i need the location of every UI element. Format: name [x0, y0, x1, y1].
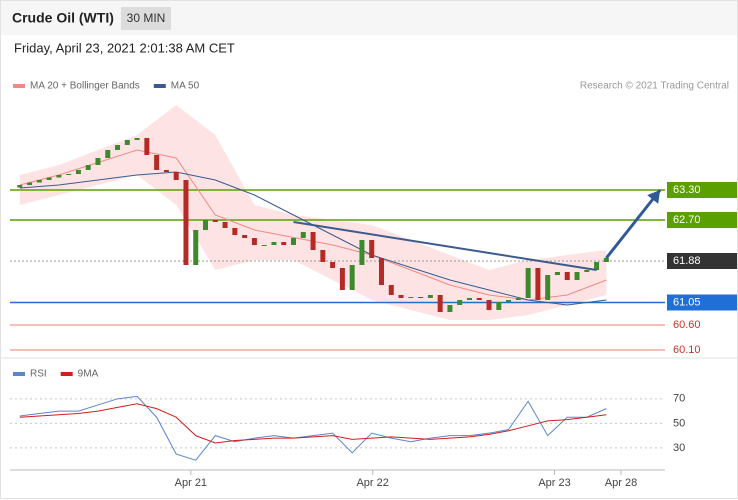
indicator-line: [19, 395, 607, 461]
candle-body: [447, 305, 453, 312]
candle-body: [154, 155, 160, 170]
legend-label: 9MA: [78, 369, 99, 380]
candle-body: [124, 140, 130, 145]
candle-body: [359, 240, 365, 265]
candle-body: [144, 138, 150, 155]
level-label-box: [667, 253, 737, 269]
candle-body: [173, 172, 179, 180]
candle-body: [163, 170, 169, 172]
candle-body: [476, 298, 482, 300]
candle-body: [574, 272, 580, 280]
candle-body: [105, 150, 111, 158]
candle-body: [525, 268, 531, 298]
arrow-line: [605, 189, 662, 259]
level-label: 61.05: [673, 296, 701, 308]
candle-body: [408, 297, 414, 298]
level-label: 62.70: [673, 214, 701, 226]
chart-title: Crude Oil (WTI): [12, 10, 114, 26]
candle-body: [271, 242, 277, 245]
legend-swatch: [153, 84, 166, 88]
legend-swatch: [13, 84, 25, 88]
candle-body: [388, 285, 394, 295]
candle-body: [349, 265, 355, 290]
candle-body: [27, 182, 33, 185]
candle-body: [466, 298, 472, 300]
candle-body: [437, 295, 443, 312]
trend-line: [293, 221, 597, 271]
candle-body: [251, 238, 257, 245]
level-label: 61.88: [673, 255, 701, 267]
level-label-box: [667, 182, 737, 198]
candle-body: [203, 220, 209, 230]
candle-body: [95, 158, 101, 165]
candle-body: [300, 232, 306, 238]
candle-body: [193, 230, 199, 265]
legend-label: RSI: [30, 369, 47, 380]
candle-body: [398, 295, 404, 298]
candle-body: [281, 242, 287, 245]
candle-body: [486, 300, 492, 310]
candle-body: [554, 272, 560, 275]
candle-body: [56, 175, 62, 178]
candle-body: [496, 302, 502, 310]
level-label: 63.30: [673, 184, 701, 196]
candle-body: [232, 228, 238, 235]
candle-body: [17, 185, 23, 188]
candle-body: [564, 272, 570, 280]
bollinger-band: [19, 105, 607, 320]
candle-body: [427, 295, 433, 298]
x-tick-label: Apr 23: [538, 477, 570, 489]
candle-body: [134, 138, 140, 140]
level-label-box: [667, 294, 737, 311]
candle-body: [75, 170, 81, 174]
candle-body: [330, 262, 336, 268]
candle-body: [594, 262, 600, 270]
candle-body: [212, 220, 218, 222]
candle-body: [66, 174, 72, 175]
timeframe-box: [121, 7, 171, 30]
legend-swatch: [60, 372, 73, 376]
subtitle: Friday, April 23, 2021 2:01:38 AM CET: [14, 40, 235, 55]
level-label: 60.10: [673, 344, 701, 356]
x-tick-label: Apr 22: [356, 477, 388, 489]
candle-body: [36, 180, 42, 183]
candle-body: [603, 258, 609, 262]
y-tick-label: 70: [673, 393, 685, 405]
y-tick-label: 50: [673, 417, 685, 429]
timeframe: 30 MIN: [127, 11, 166, 25]
indicator-line: [19, 403, 607, 444]
y-tick-label: 30: [673, 442, 685, 454]
candle-body: [535, 268, 541, 300]
credit: Research © 2021 Trading Central: [580, 81, 729, 92]
candle-body: [310, 232, 316, 250]
candle-body: [584, 270, 590, 272]
candle-body: [515, 298, 521, 300]
candle-body: [506, 300, 512, 302]
candle-body: [291, 238, 297, 245]
arrow-head: [647, 190, 661, 204]
candle-body: [457, 300, 463, 305]
candle-body: [261, 245, 267, 246]
candle-body: [320, 250, 326, 262]
candle-body: [339, 268, 345, 290]
x-tick-label: Apr 21: [175, 477, 207, 489]
candle-body: [369, 240, 375, 258]
legend-label: MA 50: [171, 81, 200, 92]
legend-label: MA 20 + Bollinger Bands: [30, 81, 140, 92]
candle-body: [242, 235, 248, 238]
candle-body: [115, 145, 121, 150]
candle-body: [418, 297, 424, 298]
candle-body: [85, 165, 91, 170]
level-label: 60.60: [673, 319, 701, 331]
candle-body: [378, 258, 384, 285]
x-tick-label: Apr 28: [605, 477, 637, 489]
level-label-box: [667, 212, 737, 228]
candle-body: [222, 222, 228, 228]
candle-body: [46, 177, 52, 180]
legend-swatch: [13, 372, 25, 376]
candle-body: [545, 275, 551, 300]
candle-body: [183, 180, 189, 265]
